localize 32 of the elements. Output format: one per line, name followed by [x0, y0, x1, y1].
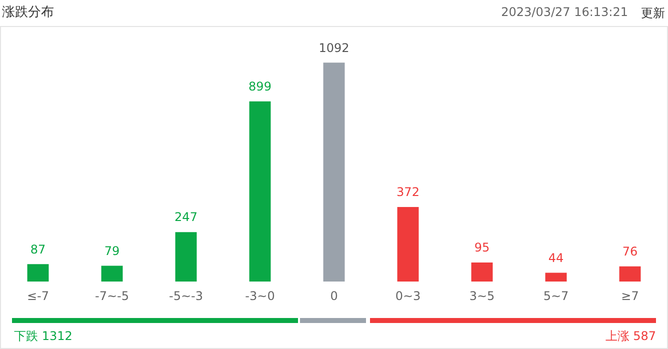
- chart-title: 涨跌分布: [2, 4, 54, 21]
- data-label: 372: [396, 185, 420, 200]
- x-tick-label: 5~7: [543, 288, 569, 303]
- x-tick-label: -7~-5: [95, 288, 129, 303]
- x-tick-label: 3~5: [469, 288, 495, 303]
- x-tick-label: 0~3: [395, 288, 421, 303]
- bar: [101, 266, 123, 282]
- bar: [175, 232, 197, 282]
- x-tick-label: 0: [330, 288, 338, 303]
- text: 更新: [641, 5, 665, 22]
- text: 上涨 587: [605, 328, 656, 345]
- text: 2023/03/27 16:13:21: [501, 5, 628, 19]
- text: 下跌 1312: [14, 328, 72, 345]
- bar: [397, 207, 419, 282]
- bar: [323, 62, 345, 282]
- x-tick-label: ≤-7: [26, 288, 50, 303]
- x-tick-label: -5~-3: [169, 288, 203, 303]
- bar: [249, 101, 271, 282]
- x-tick-label: -3~0: [245, 288, 275, 303]
- data-label: 44: [548, 250, 564, 265]
- x-tick-label: ≥7: [621, 288, 639, 303]
- bar: [471, 262, 493, 282]
- data-label: 76: [622, 244, 638, 258]
- data-label: 87: [30, 242, 46, 256]
- data-label: 247: [174, 210, 198, 224]
- bar: [27, 264, 49, 282]
- data-label: 79: [104, 244, 120, 258]
- data-label: 1092: [318, 40, 350, 55]
- bar: [545, 272, 567, 282]
- data-label: 899: [248, 79, 272, 94]
- bar: [619, 266, 641, 282]
- data-label: 95: [474, 240, 490, 255]
